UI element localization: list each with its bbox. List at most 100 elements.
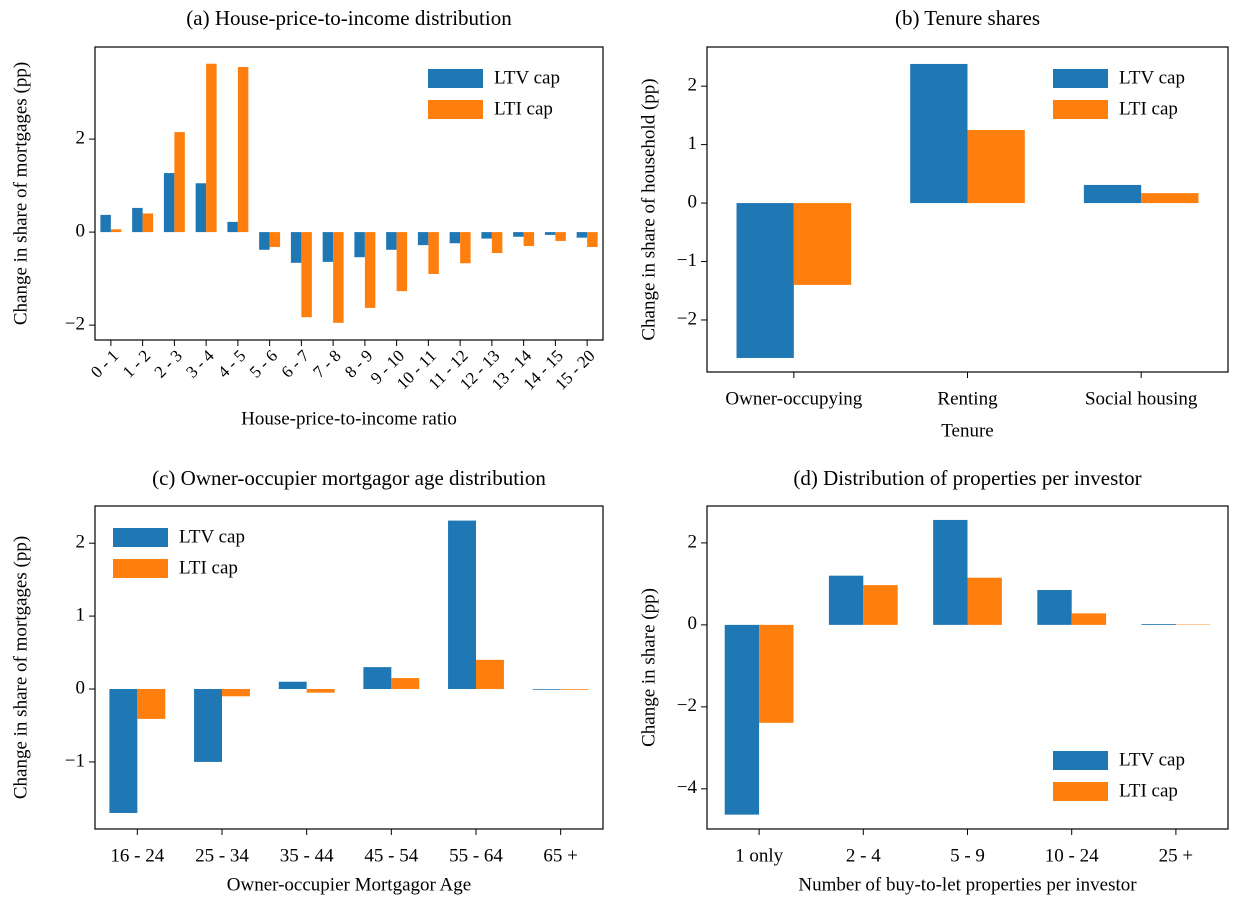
bar [301,232,312,318]
bar [1083,184,1142,204]
chart-title: (d) Distribution of properties per inves… [793,466,1141,490]
bar [110,229,122,233]
x-tick-label: 0 - 1 [87,346,122,381]
bar [828,575,864,625]
x-tick-label: 6 - 7 [277,346,313,382]
bar [396,232,408,292]
y-axis-label: Change in share of mortgages (pp) [10,62,31,325]
legend-swatch [1053,751,1108,770]
x-tick-label: 45 - 54 [364,845,418,866]
bar [491,232,503,254]
legend-label: LTI cap [1119,780,1178,801]
bar [1141,624,1176,625]
y-axis-label: Change in share of household (pp) [638,78,659,340]
bar [174,132,185,233]
bar [448,520,476,690]
legend-swatch [1053,782,1108,801]
axes-frame [94,46,604,341]
y-tick-label: −1 [65,750,85,771]
bar [555,232,566,241]
x-axis-label: Tenure [941,420,993,441]
legend-label: LTV cap [179,526,245,547]
bar [142,213,154,233]
bar [195,183,207,233]
bar [449,232,461,244]
bar [109,689,138,813]
bar [513,232,524,237]
y-tick-label: −2 [677,695,697,716]
legend-label: LTV cap [1119,67,1185,88]
y-tick-label: 1 [688,133,698,154]
bar [476,659,504,690]
bar [967,577,1002,625]
legend-swatch [1053,69,1108,88]
bar [1141,193,1199,204]
bar [428,232,439,274]
bar [576,232,588,238]
x-tick-label: 3 - 4 [182,346,218,382]
x-tick-label: 5 - 9 [950,845,985,866]
x-axis-label: Owner-occupier Mortgagor Age [227,874,471,895]
bar [137,689,166,719]
bar [560,689,589,690]
legend-swatch [1053,100,1108,119]
y-tick-label: 0 [76,220,86,241]
y-tick-label: 2 [688,75,698,96]
legend-label: LTI cap [179,557,238,578]
axes-frame [94,505,604,830]
x-tick-label: 25 - 34 [195,845,249,866]
x-tick-label: 2 - 4 [846,845,881,866]
bar [863,585,898,625]
bar [227,221,238,233]
bar [1037,590,1072,625]
bar [333,232,344,323]
bar [206,63,217,233]
legend-swatch [113,559,168,578]
bar [417,232,429,246]
x-tick-label: 10 - 24 [1045,845,1099,866]
legend-swatch [113,528,168,547]
y-tick-label: −2 [65,313,85,334]
x-tick-label: 65 + [543,845,577,866]
y-tick-label: 0 [688,613,698,634]
bar [290,232,302,263]
bar [460,232,471,264]
y-tick-label: 0 [76,677,86,698]
x-axis-label: Number of buy-to-let properties per inve… [798,874,1137,895]
x-tick-label: 1 - 2 [119,346,154,381]
x-tick-label: 25 + [1159,845,1193,866]
x-tick-label: Owner-occupying [725,388,862,409]
y-tick-label: 2 [76,532,86,553]
y-tick-label: −1 [677,250,697,271]
bar [364,232,376,308]
y-tick-label: −4 [677,777,698,798]
x-tick-label: 2 - 3 [150,346,185,381]
bar [793,203,852,285]
legend-swatch [428,100,483,119]
legend-label: LTV cap [494,67,560,88]
bar [237,66,249,233]
x-tick-label: 4 - 5 [214,346,249,381]
y-axis-label: Change in share of mortgages (pp) [10,536,31,799]
x-tick-label: 16 - 24 [110,845,164,866]
y-tick-label: 1 [76,604,86,625]
bar [322,232,334,262]
legend-label: LTI cap [494,98,553,119]
legend-label: LTI cap [1119,98,1178,119]
chart-title: (c) Owner-occupier mortgagor age distrib… [152,466,546,490]
x-tick-label: 1 only [735,845,784,866]
bar [532,689,561,690]
bar [354,232,365,258]
bar [269,232,281,247]
x-axis-label: House-price-to-income ratio [241,408,457,429]
bar [306,689,335,693]
bar [194,689,222,762]
y-tick-label: 0 [688,191,698,212]
legend-label: LTV cap [1119,749,1185,770]
chart-title: (a) House-price-to-income distribution [186,6,512,30]
bar [587,232,598,247]
x-tick-label: 55 - 64 [449,845,503,866]
y-tick-label: 2 [76,127,86,148]
x-tick-label: 5 - 6 [246,346,281,381]
